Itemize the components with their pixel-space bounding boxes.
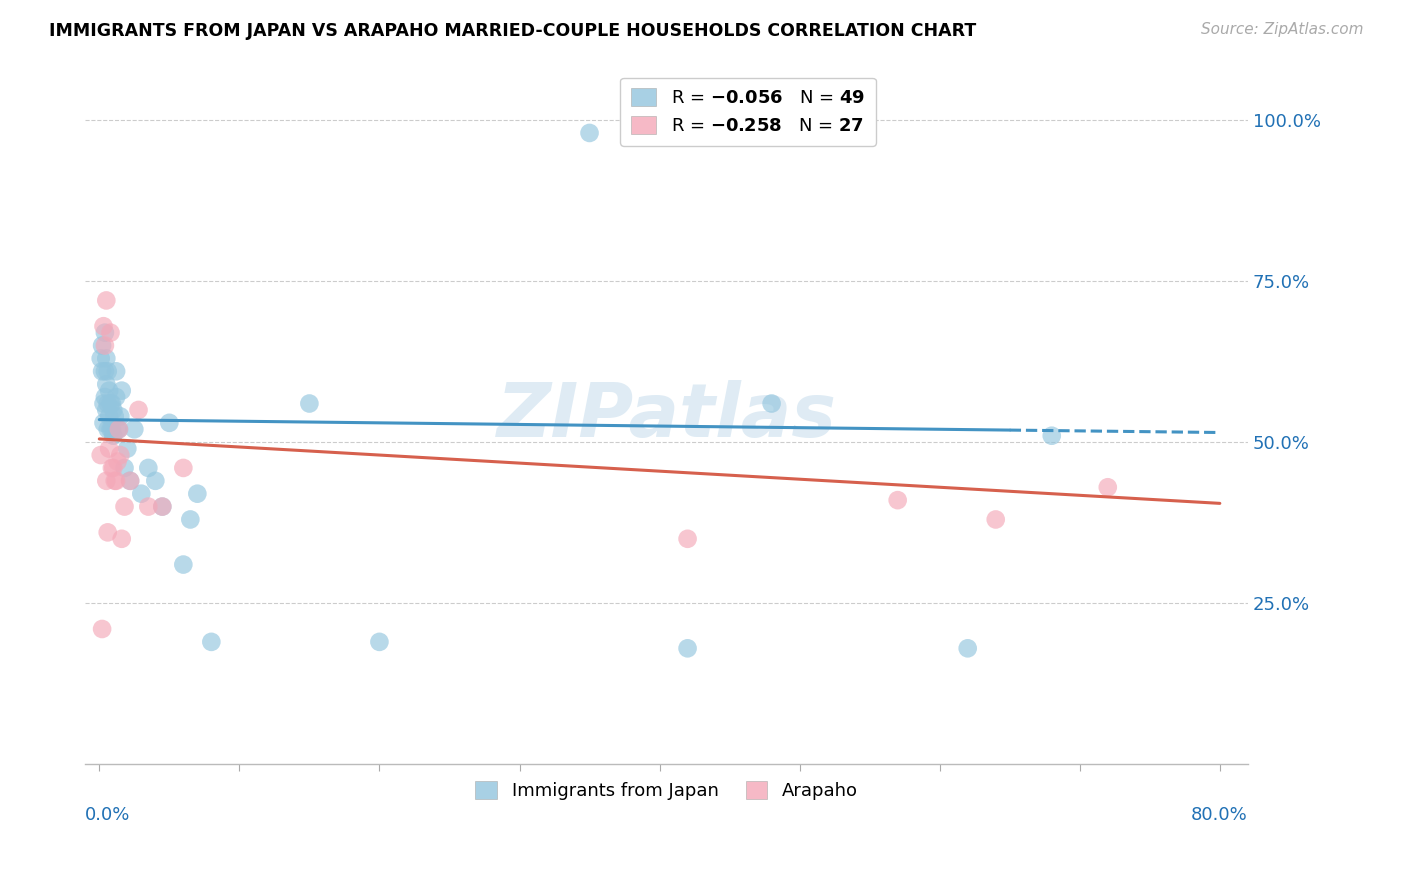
Point	[97, 364, 120, 378]
Point	[186, 486, 208, 500]
Point	[105, 474, 128, 488]
Point	[94, 338, 117, 352]
Point	[91, 622, 114, 636]
Point	[103, 428, 125, 442]
Point	[107, 422, 129, 436]
Point	[96, 377, 118, 392]
Point	[984, 512, 1007, 526]
Point	[100, 326, 122, 340]
Point	[117, 442, 139, 456]
Point	[107, 454, 129, 468]
Text: 0.0%: 0.0%	[86, 806, 131, 824]
Point	[97, 422, 120, 436]
Point	[97, 396, 120, 410]
Point	[94, 390, 117, 404]
Point	[108, 422, 131, 436]
Point	[96, 293, 118, 308]
Text: Source: ZipAtlas.com: Source: ZipAtlas.com	[1201, 22, 1364, 37]
Point	[101, 422, 124, 436]
Point	[110, 448, 132, 462]
Point	[179, 512, 201, 526]
Point	[96, 474, 118, 488]
Point	[111, 384, 134, 398]
Point	[150, 500, 173, 514]
Point	[128, 403, 150, 417]
Point	[1097, 480, 1119, 494]
Point	[94, 326, 117, 340]
Point	[100, 422, 122, 436]
Point	[93, 396, 115, 410]
Point	[368, 635, 391, 649]
Point	[96, 403, 118, 417]
Point	[108, 422, 131, 436]
Point	[124, 422, 146, 436]
Point	[114, 461, 136, 475]
Point	[98, 409, 121, 424]
Point	[104, 474, 127, 488]
Point	[120, 474, 142, 488]
Point	[105, 364, 128, 378]
Point	[111, 532, 134, 546]
Point	[114, 500, 136, 514]
Point	[103, 461, 125, 475]
Point	[120, 474, 142, 488]
Point	[103, 403, 125, 417]
Point	[172, 558, 194, 572]
Point	[761, 396, 783, 410]
Point	[886, 493, 908, 508]
Point	[131, 486, 153, 500]
Point	[172, 461, 194, 475]
Point	[93, 416, 115, 430]
Point	[110, 409, 132, 424]
Point	[98, 442, 121, 456]
Point	[91, 338, 114, 352]
Point	[105, 390, 128, 404]
Point	[101, 461, 124, 475]
Point	[1040, 428, 1063, 442]
Text: 80.0%: 80.0%	[1191, 806, 1249, 824]
Point	[93, 319, 115, 334]
Point	[298, 396, 321, 410]
Point	[676, 641, 699, 656]
Point	[956, 641, 979, 656]
Point	[200, 635, 222, 649]
Text: IMMIGRANTS FROM JAPAN VS ARAPAHO MARRIED-COUPLE HOUSEHOLDS CORRELATION CHART: IMMIGRANTS FROM JAPAN VS ARAPAHO MARRIED…	[49, 22, 976, 40]
Point	[101, 396, 124, 410]
Point	[136, 461, 159, 475]
Point	[91, 364, 114, 378]
Point	[136, 500, 159, 514]
Point	[90, 351, 112, 366]
Point	[97, 525, 120, 540]
Legend: Immigrants from Japan, Arapaho: Immigrants from Japan, Arapaho	[468, 774, 865, 807]
Point	[96, 351, 118, 366]
Point	[150, 500, 173, 514]
Point	[104, 409, 127, 424]
Point	[90, 448, 112, 462]
Point	[676, 532, 699, 546]
Point	[100, 396, 122, 410]
Point	[98, 384, 121, 398]
Point	[157, 416, 180, 430]
Text: ZIPatlas: ZIPatlas	[496, 380, 837, 453]
Point	[578, 126, 600, 140]
Point	[94, 364, 117, 378]
Point	[143, 474, 166, 488]
